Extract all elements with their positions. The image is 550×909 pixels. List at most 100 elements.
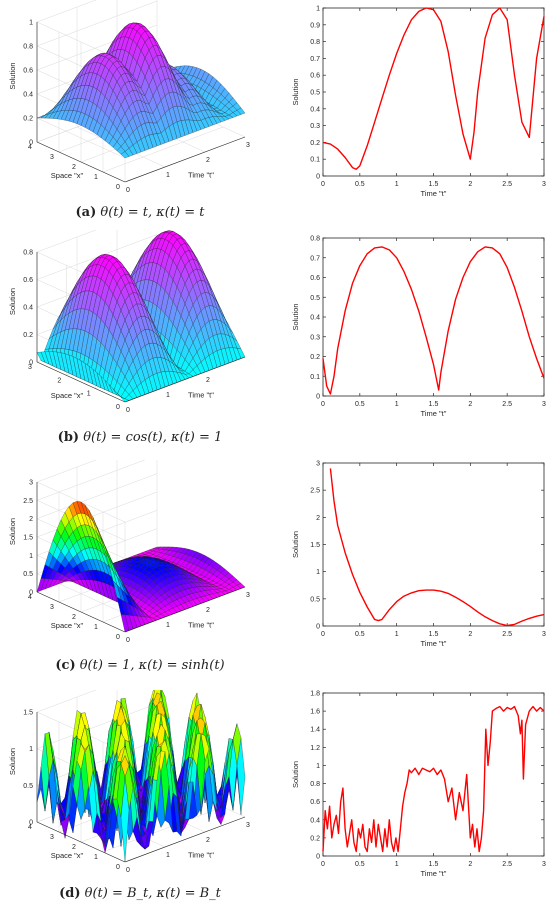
- space-axis: [36, 821, 126, 863]
- series-line: [329, 468, 545, 627]
- wall-grid-z: [36, 460, 146, 501]
- space-tick-label: 4: [28, 824, 32, 831]
- y-tick-label: 2: [316, 515, 320, 522]
- time-tick-label: 0: [126, 187, 130, 194]
- y-tick-label: 3: [316, 461, 320, 468]
- space-tick-label: 2: [72, 614, 76, 621]
- x-tick-label: 1.5: [429, 181, 439, 188]
- space-tick-label: 0: [116, 404, 120, 411]
- x-tick-label: 0.5: [355, 401, 365, 408]
- surface-mesh: [36, 501, 246, 633]
- z-tick-label: 0: [29, 820, 33, 827]
- space-axis-label: Space "x": [51, 391, 84, 400]
- z-tick-label: 0.2: [23, 332, 33, 339]
- x-tick-label: 0.5: [355, 181, 365, 188]
- x-tick-label: 1.5: [429, 861, 439, 868]
- wall-grid-z: [36, 690, 97, 713]
- space-axis: [36, 141, 126, 183]
- x-tick-label: 1: [395, 401, 399, 408]
- surface-patch: [120, 777, 130, 863]
- y-tick-label: 0.4: [310, 315, 320, 322]
- z-axis-label: Solution: [8, 518, 17, 545]
- floor-grid-x: [102, 806, 224, 853]
- z-tick-label: 0.6: [23, 277, 33, 284]
- x-tick-label: 2.5: [502, 631, 512, 638]
- surface-mesh: [36, 690, 246, 863]
- y-tick-label: 1: [316, 569, 320, 576]
- space-tick-label: 1: [87, 391, 91, 398]
- y-tick-label: 1.8: [310, 691, 320, 698]
- axes-box: [322, 237, 545, 397]
- caption-b-letter: (b): [57, 430, 80, 445]
- z-tick-label: 0.8: [23, 250, 33, 257]
- y-axis-label: Solution: [291, 78, 300, 105]
- y-tick-label: 1.4: [310, 727, 320, 734]
- axes-box: [322, 462, 545, 627]
- line-plot-a: 0 0.5 1 1.5 2 2.5 3 0 0.1 0.2 0.3 0.4 0.5 0.6 0.7 0.8 0.…: [291, 6, 546, 199]
- space-tick-label: 2: [57, 377, 61, 384]
- time-tick-label: 3: [246, 822, 250, 829]
- time-tick-label: 0: [126, 867, 130, 874]
- y-tick-label: 0.7: [310, 255, 320, 262]
- y-tick-label: 0.6: [310, 73, 320, 80]
- caption-a-text: θ(t) = t, κ(t) = t: [100, 205, 205, 220]
- space-axis: [36, 361, 126, 403]
- surface-mesh: [36, 230, 246, 403]
- z-tick-label: 0: [29, 140, 33, 147]
- y-tick-label: 0.3: [310, 123, 320, 130]
- x-tick-label: 3: [542, 401, 546, 408]
- time-axis-label: Time "t": [188, 850, 214, 859]
- time-tick-label: 1: [166, 622, 170, 629]
- y-tick-label: 0: [316, 624, 320, 631]
- caption-c-letter: (c): [55, 658, 76, 673]
- x-tick-label: 3: [542, 631, 546, 638]
- x-tick-label: 3: [542, 181, 546, 188]
- x-tick-label: 1.5: [429, 631, 439, 638]
- y-tick-label: 0: [316, 174, 320, 181]
- caption-a: (a) θ(t) = t, κ(t) = t: [5, 205, 275, 220]
- space-axis-label: Space "x": [51, 621, 84, 630]
- time-axis-label: Time "t": [188, 390, 214, 399]
- time-tick-label: 1: [166, 172, 170, 179]
- wall-grid-z: [36, 473, 158, 519]
- z-tick-label: 3: [29, 480, 33, 487]
- time-tick-label: 2: [206, 837, 210, 844]
- z-tick-label: 0: [29, 590, 33, 597]
- y-tick-label: 0.8: [310, 236, 320, 243]
- z-tick-label: 0.2: [23, 116, 33, 123]
- y-tick-label: 0.8: [310, 39, 320, 46]
- time-tick-label: 3: [246, 142, 250, 149]
- surface-mesh: [36, 22, 246, 159]
- z-tick-label: 0.5: [23, 783, 33, 790]
- axes-lines: [36, 482, 246, 633]
- space-tick-label: 4: [28, 144, 32, 151]
- z-tick-label: 0.4: [23, 305, 33, 312]
- caption-d-text: θ(t) = B_t, κ(t) = B_t: [84, 886, 221, 901]
- y-tick-label: 2.5: [310, 488, 320, 495]
- wall-grid-z: [36, 230, 97, 253]
- space-tick-label: 1: [94, 174, 98, 181]
- x-tick-label: 0: [321, 181, 325, 188]
- caption-d-letter: (d): [59, 886, 81, 901]
- y-tick-label: 0.8: [310, 781, 320, 788]
- space-tick-label: 3: [50, 834, 54, 841]
- x-tick-label: 0.5: [355, 631, 365, 638]
- space-tick-label: 3: [50, 604, 54, 611]
- y-tick-label: 0.5: [310, 90, 320, 97]
- caption-b: (b) θ(t) = cos(t), κ(t) = 1: [5, 430, 275, 445]
- z-tick-label: 0.5: [23, 571, 33, 578]
- y-tick-label: 0.3: [310, 334, 320, 341]
- time-tick-label: 0: [126, 407, 130, 414]
- x-tick-label: 1: [395, 861, 399, 868]
- y-tick-label: 0.6: [310, 275, 320, 282]
- floor-grid-x: [102, 126, 224, 173]
- z-tick-label: 1.5: [23, 535, 33, 542]
- z-tick-label: 0.6: [23, 68, 33, 75]
- x-tick-label: 2.5: [502, 181, 512, 188]
- x-tick-label: 3: [542, 861, 546, 868]
- x-axis-label: Time "t": [421, 409, 447, 418]
- space-tick-label: 2: [72, 164, 76, 171]
